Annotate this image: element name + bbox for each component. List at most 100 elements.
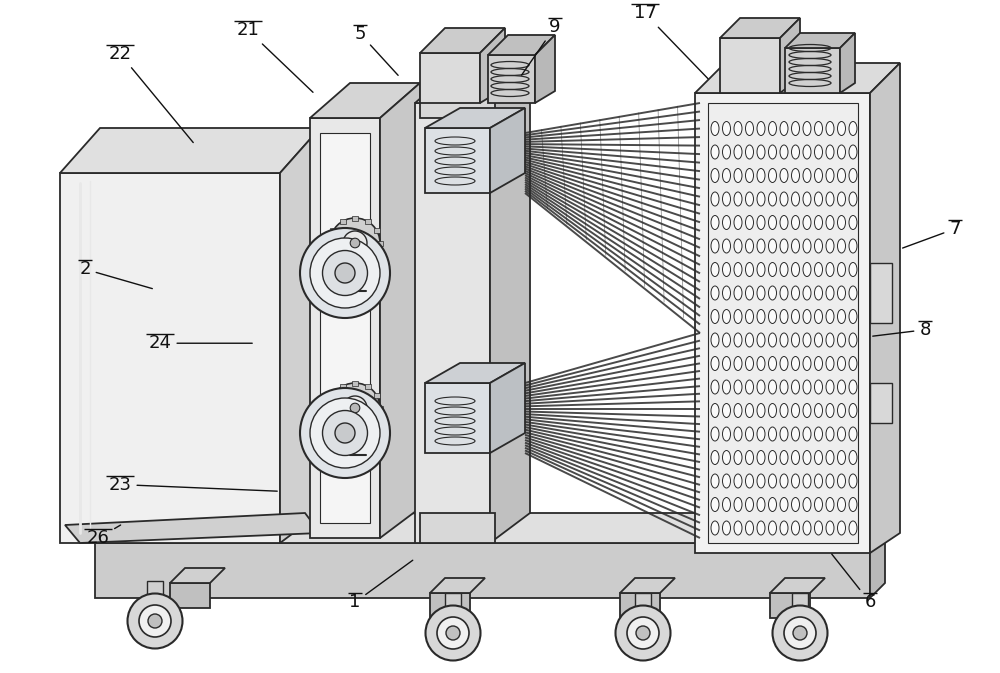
Ellipse shape (826, 474, 834, 488)
Ellipse shape (803, 357, 811, 371)
Ellipse shape (838, 145, 846, 159)
Ellipse shape (849, 497, 857, 511)
Ellipse shape (826, 380, 834, 394)
Ellipse shape (838, 239, 846, 253)
Ellipse shape (780, 380, 788, 394)
Polygon shape (430, 578, 485, 593)
Bar (330, 393, 336, 398)
Ellipse shape (746, 380, 754, 394)
Ellipse shape (792, 333, 800, 347)
Ellipse shape (746, 333, 754, 347)
Bar (364, 427, 370, 432)
Ellipse shape (330, 383, 380, 433)
Polygon shape (430, 593, 470, 618)
Ellipse shape (814, 357, 822, 371)
Ellipse shape (734, 286, 742, 300)
Bar (340, 219, 346, 224)
Ellipse shape (826, 239, 834, 253)
Polygon shape (420, 83, 495, 118)
Ellipse shape (350, 403, 360, 413)
Polygon shape (420, 58, 530, 83)
Ellipse shape (711, 286, 719, 300)
Ellipse shape (849, 122, 857, 135)
Ellipse shape (711, 168, 719, 182)
Ellipse shape (814, 404, 822, 417)
Ellipse shape (722, 310, 730, 324)
Polygon shape (280, 128, 320, 543)
Ellipse shape (849, 215, 857, 229)
Ellipse shape (734, 262, 742, 277)
Ellipse shape (734, 239, 742, 253)
Ellipse shape (792, 215, 800, 229)
Ellipse shape (838, 310, 846, 324)
Ellipse shape (343, 440, 373, 470)
Ellipse shape (826, 168, 834, 182)
Text: 7: 7 (903, 220, 961, 248)
Bar (327, 406, 333, 411)
Polygon shape (720, 38, 780, 93)
Ellipse shape (768, 310, 776, 324)
Bar (364, 262, 370, 267)
Ellipse shape (757, 122, 765, 135)
Polygon shape (65, 513, 320, 543)
Ellipse shape (849, 168, 857, 182)
Ellipse shape (768, 450, 776, 464)
Ellipse shape (734, 521, 742, 535)
Bar (870, 383, 892, 423)
Polygon shape (695, 63, 900, 93)
Bar (352, 380, 358, 386)
Polygon shape (780, 18, 800, 93)
Ellipse shape (849, 404, 857, 417)
Ellipse shape (734, 427, 742, 441)
Ellipse shape (838, 474, 846, 488)
Ellipse shape (768, 521, 776, 535)
Polygon shape (95, 513, 885, 543)
Ellipse shape (349, 446, 367, 464)
Ellipse shape (838, 497, 846, 511)
Bar (374, 228, 380, 233)
Polygon shape (635, 593, 651, 615)
Polygon shape (380, 83, 420, 538)
Ellipse shape (722, 239, 730, 253)
Ellipse shape (803, 286, 811, 300)
Ellipse shape (768, 427, 776, 441)
Ellipse shape (757, 333, 765, 347)
Ellipse shape (722, 192, 730, 206)
Text: 6: 6 (832, 554, 876, 611)
Ellipse shape (780, 474, 788, 488)
Ellipse shape (322, 411, 368, 456)
Ellipse shape (780, 450, 788, 464)
Ellipse shape (734, 168, 742, 182)
Ellipse shape (792, 192, 800, 206)
Polygon shape (785, 48, 840, 93)
Ellipse shape (349, 282, 367, 300)
Ellipse shape (780, 427, 788, 441)
Bar (340, 427, 346, 432)
Bar (870, 263, 892, 323)
Polygon shape (535, 35, 555, 103)
Bar (330, 253, 336, 258)
Ellipse shape (746, 145, 754, 159)
Bar (374, 253, 380, 258)
Ellipse shape (768, 215, 776, 229)
Polygon shape (420, 513, 495, 543)
Ellipse shape (792, 262, 800, 277)
Ellipse shape (746, 168, 754, 182)
Ellipse shape (803, 521, 811, 535)
Ellipse shape (838, 333, 846, 347)
Ellipse shape (803, 215, 811, 229)
Polygon shape (785, 33, 855, 48)
Ellipse shape (746, 427, 754, 441)
Ellipse shape (803, 427, 811, 441)
Ellipse shape (335, 263, 355, 283)
Polygon shape (60, 128, 320, 173)
Ellipse shape (768, 497, 776, 511)
Ellipse shape (746, 262, 754, 277)
Ellipse shape (814, 427, 822, 441)
Ellipse shape (838, 192, 846, 206)
Ellipse shape (826, 262, 834, 277)
Polygon shape (95, 543, 870, 598)
Ellipse shape (814, 145, 822, 159)
Ellipse shape (803, 145, 811, 159)
Ellipse shape (128, 594, 182, 649)
